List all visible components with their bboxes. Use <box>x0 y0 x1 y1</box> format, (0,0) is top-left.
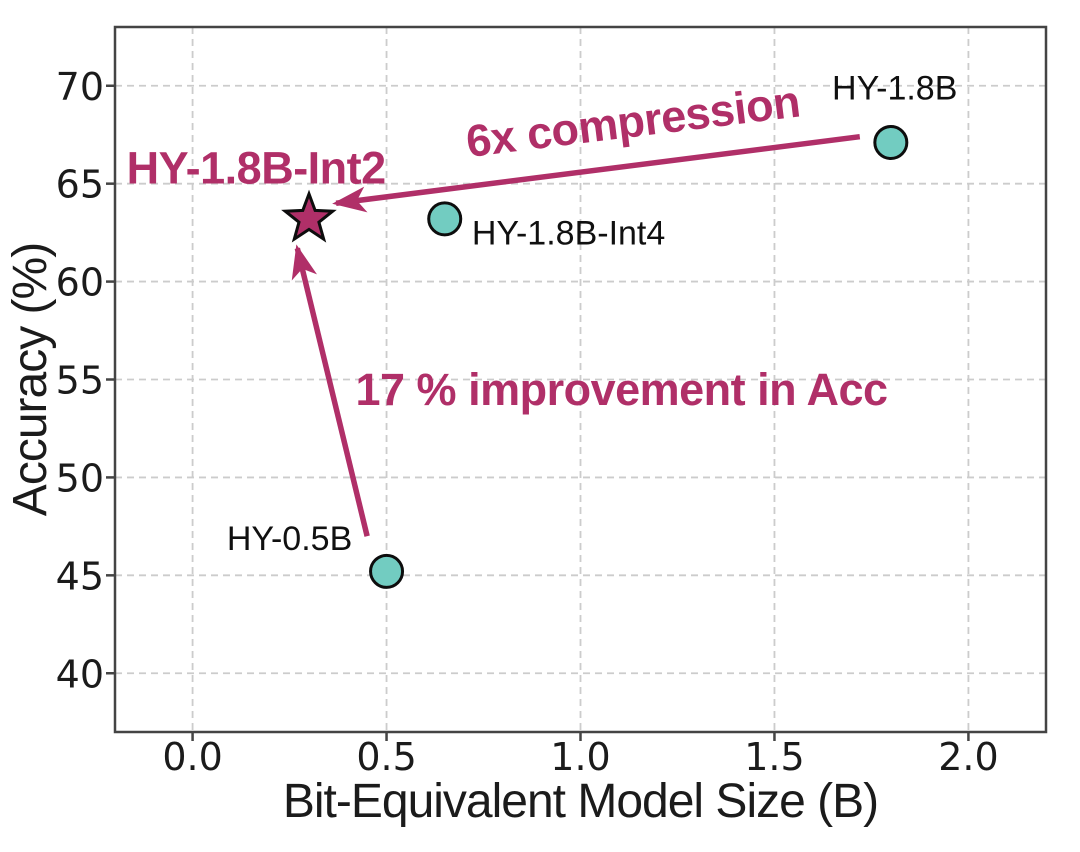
x-tick-label-0-0: 0.0 <box>162 735 222 779</box>
grid <box>115 27 1046 732</box>
x-tick-label-1-0: 1.0 <box>550 735 610 779</box>
y-tick-label-45: 45 <box>56 554 104 598</box>
x-tick-label-1-5: 1.5 <box>744 735 804 779</box>
point-label-hy-1-8b-int2: HY-1.8B-Int2 <box>127 143 386 194</box>
tick-marks <box>106 84 970 741</box>
y-tick-label-40: 40 <box>56 652 104 696</box>
y-axis-label: Accuracy (%) <box>4 243 57 516</box>
compression-arrow <box>332 133 861 213</box>
point-label-hy-1-8b: HY-1.8B <box>832 69 957 107</box>
data-point-hy-0-5b <box>369 553 405 589</box>
annotation-improvement-note: 17 % improvement in Acc <box>356 364 888 415</box>
y-tick-label-65: 65 <box>56 163 104 207</box>
improvement-arrow <box>291 244 370 537</box>
y-tick-label-50: 50 <box>56 456 104 500</box>
y-tick-label-70: 70 <box>56 65 104 109</box>
x-tick-label-2-0: 2.0 <box>938 735 998 779</box>
x-axis-label: Bit-Equivalent Model Size (B) <box>283 775 878 828</box>
x-tick-label-0-5: 0.5 <box>356 735 416 779</box>
y-tick-label-55: 55 <box>56 359 104 403</box>
data-point-hy-1-8b-int2-star-marker <box>281 189 337 243</box>
data-point-hy-1-8b <box>873 125 909 161</box>
y-tick-label-60: 60 <box>56 261 104 305</box>
point-label-hy-1-8b-int4: HY-1.8B-Int4 <box>472 214 665 252</box>
point-label-hy-0-5b: HY-0.5B <box>227 520 352 558</box>
data-point-hy-1-8b-int4 <box>427 201 463 237</box>
